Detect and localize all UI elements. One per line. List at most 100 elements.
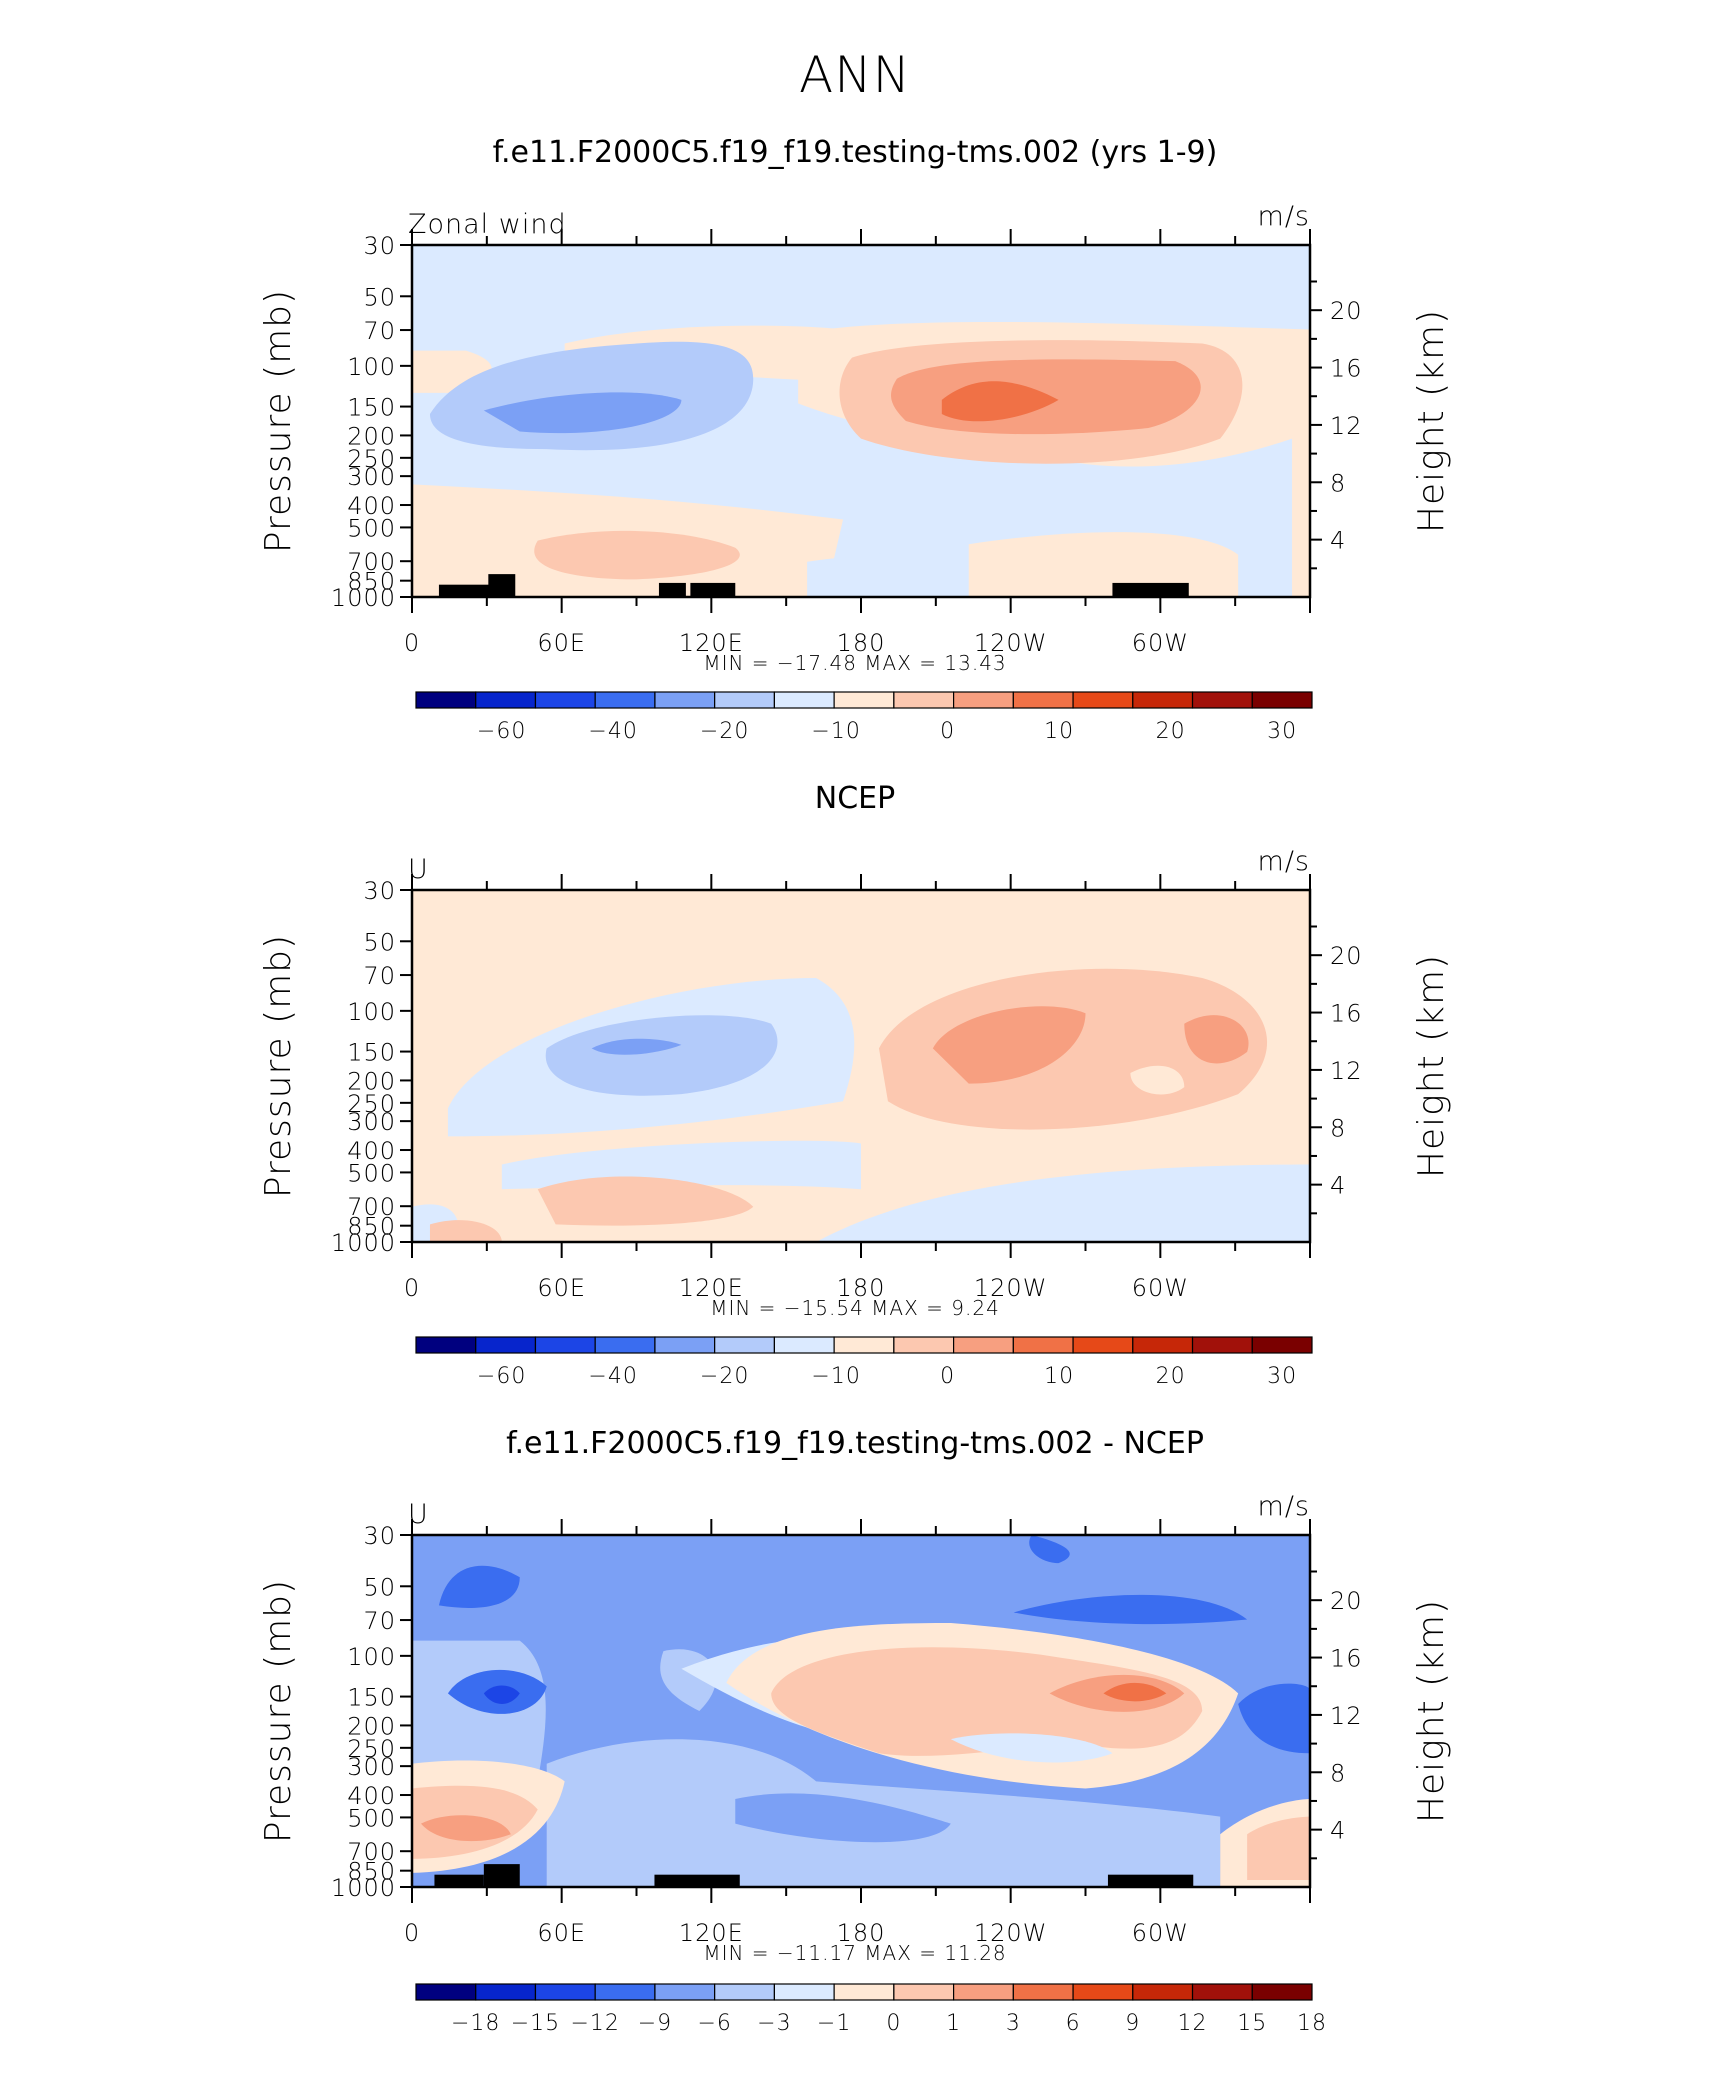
- y-tick-label-left: 1000: [331, 1229, 396, 1257]
- colorbar-swatch: [1132, 1983, 1194, 2001]
- x-tick-label: 60E: [537, 1919, 586, 1947]
- colorbar-swatch: [594, 1336, 656, 1354]
- contour-region: [1130, 1065, 1185, 1095]
- colorbar-swatch: [893, 1336, 955, 1354]
- x-tick-label: 0: [404, 1274, 420, 1302]
- x-tick-label: 180: [837, 1274, 886, 1302]
- colorbar-tick-label: 0: [940, 1364, 955, 1389]
- contour-region: [941, 381, 1059, 422]
- colorbar-tick-label: 9: [1125, 2011, 1140, 2036]
- min-max-stats: MIN = −15.54 MAX = 9.24: [710, 1296, 1000, 1320]
- y-tick-label-right: 16: [1330, 1000, 1363, 1028]
- colorbar-tick-label: 15: [1237, 2011, 1267, 2036]
- colorbar-swatch: [415, 1336, 477, 1354]
- colorbar-swatch: [1251, 1983, 1313, 2001]
- topography-mask: [658, 582, 686, 597]
- y-tick-label-left: 300: [347, 1108, 396, 1136]
- contour-region: [816, 1164, 1310, 1242]
- y-tick-label-right: 20: [1330, 297, 1363, 325]
- y-tick-label-left: 200: [347, 422, 396, 450]
- colorbar: −18 −15 −12 −9 −6 −3 −1 0 1 3 6 9 12 15 18: [415, 1983, 1326, 2036]
- y-axis-title-right: Height (km): [1411, 954, 1452, 1178]
- contour-region: [545, 1015, 778, 1096]
- colorbar-swatch: [952, 691, 1014, 709]
- panel-title: f.e11.F2000C5.f19_f19.testing-tms.002 (y…: [493, 135, 1218, 170]
- y-tick-label-left: 50: [363, 283, 396, 311]
- x-tick-label: 120W: [974, 1919, 1048, 1947]
- y-tick-label-left: 100: [347, 353, 396, 381]
- units-label: m/s: [1258, 1491, 1310, 1522]
- colorbar-swatch: [714, 1983, 776, 2001]
- heatmap-field: [412, 1535, 1310, 1887]
- y-tick-label-right: 8: [1330, 1114, 1346, 1142]
- colorbar-tick-label: −10: [811, 719, 860, 744]
- colorbar-tick-label: 0: [886, 2011, 901, 2036]
- contour-region: [483, 392, 682, 434]
- contour-region: [412, 245, 1310, 263]
- y-axis-title-left: Pressure (mb): [258, 1579, 299, 1843]
- colorbar-tick-label: −18: [451, 2011, 500, 2036]
- y-tick-label-left: 700: [347, 1838, 396, 1866]
- x-tick-label: 0: [404, 629, 420, 657]
- x-tick-label: 60W: [1132, 1274, 1189, 1302]
- colorbar-tick-label: 12: [1178, 2011, 1208, 2036]
- variable-label: Zonal wind: [408, 209, 567, 240]
- y-tick-label-left: 500: [347, 1159, 396, 1187]
- colorbar-swatch: [534, 1336, 596, 1354]
- y-tick-label-left: 1000: [331, 584, 396, 612]
- x-tick-label: 120W: [974, 629, 1048, 657]
- colorbar-tick-label: −40: [588, 719, 637, 744]
- colorbar-swatch: [1072, 1983, 1134, 2001]
- colorbar-swatch: [654, 691, 716, 709]
- x-tick-label: 0: [404, 1919, 420, 1947]
- colorbar-tick-label: 20: [1156, 1364, 1186, 1389]
- y-tick-label-left: 850: [347, 1213, 396, 1241]
- colorbar-swatch: [475, 691, 537, 709]
- contour-region: [501, 1140, 861, 1190]
- colorbar-tick-label: 3: [1006, 2011, 1021, 2036]
- x-tick-label: 60E: [537, 1274, 586, 1302]
- y-tick-label-right: 8: [1330, 1759, 1346, 1787]
- y-tick-label-right: 12: [1330, 412, 1363, 440]
- colorbar-swatch: [415, 691, 477, 709]
- x-tick-label: 120E: [679, 1919, 744, 1947]
- colorbar: −60 −40 −20 −10 0 10 20 30: [415, 1336, 1313, 1389]
- y-tick-label-right: 20: [1330, 1587, 1363, 1615]
- colorbar-tick-label: −3: [757, 2011, 791, 2036]
- y-tick-label-left: 250: [347, 445, 396, 473]
- colorbar-swatch: [415, 1983, 477, 2001]
- colorbar-tick-label: −20: [700, 1364, 749, 1389]
- colorbar-swatch: [1012, 1336, 1074, 1354]
- colorbar-tick-label: 30: [1267, 1364, 1297, 1389]
- colorbar-swatch: [1012, 1983, 1074, 2001]
- colorbar-tick-label: −60: [477, 719, 526, 744]
- y-tick-label-left: 1000: [331, 1874, 396, 1902]
- colorbar-swatch: [833, 1336, 895, 1354]
- topography-mask: [1112, 582, 1189, 597]
- y-tick-label-left: 200: [347, 1712, 396, 1740]
- colorbar-swatch: [1012, 691, 1074, 709]
- panel-title: f.e11.F2000C5.f19_f19.testing-tms.002 - …: [506, 1426, 1204, 1461]
- contour-region: [420, 1815, 511, 1842]
- y-tick-label-right: 4: [1330, 527, 1346, 555]
- y-axis-title-right: Height (km): [1411, 309, 1452, 533]
- contour-region: [1238, 1683, 1310, 1754]
- colorbar-swatch: [952, 1983, 1014, 2001]
- colorbar-tick-label: 1: [946, 2011, 961, 2036]
- colorbar-swatch: [714, 1336, 776, 1354]
- topography-mask: [690, 582, 736, 597]
- contour-region: [1247, 1816, 1310, 1880]
- contour-region: [1029, 1535, 1070, 1564]
- colorbar-swatch: [833, 691, 895, 709]
- colorbar-swatch: [1191, 1983, 1253, 2001]
- colorbar-swatch: [893, 1983, 955, 2001]
- colorbar-swatch: [1191, 1336, 1253, 1354]
- panel-3: f.e11.F2000C5.f19_f19.testing-tms.002 - …: [258, 1426, 1452, 2036]
- topography-mask: [483, 1864, 520, 1887]
- y-axis-title-left: Pressure (mb): [258, 289, 299, 553]
- colorbar-tick-label: −6: [697, 2011, 731, 2036]
- topography-mask: [488, 574, 516, 597]
- y-tick-label-right: 12: [1330, 1702, 1363, 1730]
- colorbar-swatch: [1072, 691, 1134, 709]
